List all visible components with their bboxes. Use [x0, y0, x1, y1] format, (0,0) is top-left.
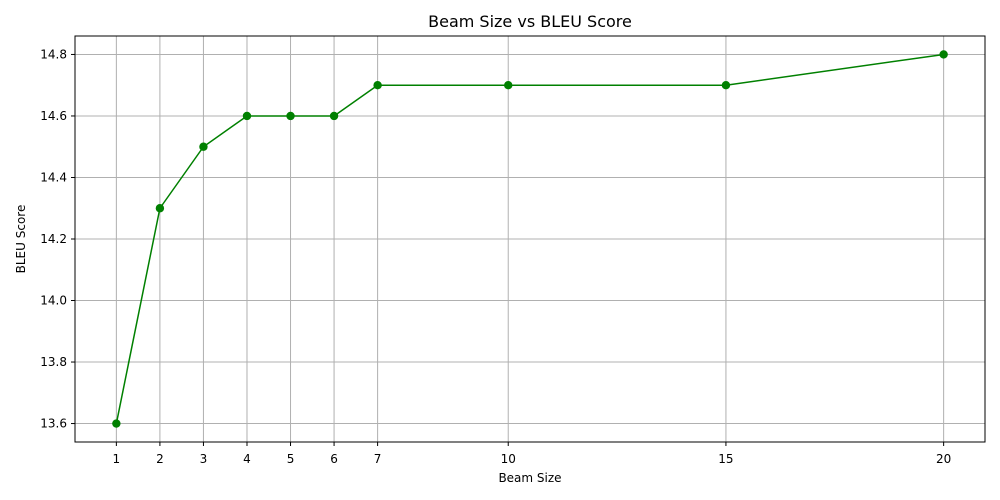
y-axis-label: BLEU Score	[14, 205, 28, 274]
grid	[75, 36, 985, 442]
data-point	[155, 204, 165, 213]
y-tick-label: 14.0	[40, 294, 67, 308]
y-tick-label: 13.6	[40, 417, 67, 431]
x-tick-label: 6	[330, 452, 338, 466]
data-point	[242, 111, 252, 121]
data-point	[112, 419, 121, 428]
x-tick-label: 4	[243, 452, 251, 466]
y-axis: 13.6 13.8 14.0 14.2 14.4 14.6 14.8	[40, 47, 75, 431]
x-tick-label: 1	[113, 452, 121, 466]
x-tick-label: 20	[936, 452, 951, 466]
x-tick-label: 10	[501, 452, 516, 466]
series	[112, 50, 948, 428]
x-tick-label: 5	[287, 452, 295, 466]
data-point	[286, 111, 295, 121]
y-tick-label: 14.2	[40, 232, 67, 246]
chart-title: Beam Size vs BLEU Score	[428, 12, 632, 31]
data-point	[199, 142, 208, 151]
x-tick-label: 3	[200, 452, 208, 466]
x-axis: 1 2 3 4 5 6 7 10 15 20	[113, 442, 951, 466]
x-tick-label: 2	[156, 452, 164, 466]
data-point	[504, 81, 513, 90]
x-tick-label: 7	[374, 452, 382, 466]
x-tick-label: 15	[718, 452, 733, 466]
y-tick-label: 13.8	[40, 355, 67, 369]
y-tick-label: 14.4	[40, 170, 67, 184]
data-point	[373, 81, 382, 90]
series-line	[115, 53, 944, 424]
data-point	[721, 81, 731, 90]
y-tick-label: 14.6	[40, 109, 67, 123]
data-point	[939, 50, 948, 59]
x-axis-label: Beam Size	[498, 471, 561, 485]
y-tick-label: 14.8	[40, 47, 67, 61]
data-point	[329, 111, 339, 121]
